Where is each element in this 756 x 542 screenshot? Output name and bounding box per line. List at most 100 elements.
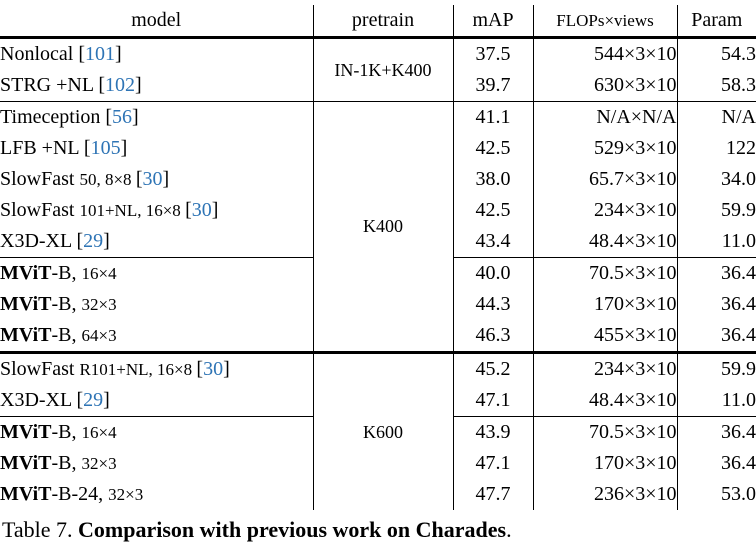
citation-link[interactable]: 30 [191, 199, 212, 221]
table-row: Nonlocal [101] IN-1K+K400 37.5 544×3×10 54.3 [0, 37, 756, 102]
citation-link[interactable]: 29 [83, 389, 104, 411]
model-name-bold: MViT [0, 421, 52, 443]
citation-link[interactable]: 101 [84, 43, 115, 65]
table-row: MViT-B, 16×4 40.0 70.5×3×10 36.4 [0, 257, 756, 289]
model-cell: STRG +NL [102] [0, 70, 313, 102]
citation-bracket-close: ] [103, 389, 110, 411]
model-name: Nonlocal [0, 43, 79, 65]
citation-bracket-close: ] [103, 230, 110, 252]
map-cell: 47.7 [452, 479, 533, 510]
param-cell: 36.4 [676, 416, 756, 448]
model-name: -B, [51, 324, 82, 346]
model-config: 32×3 [81, 454, 117, 473]
model-cell: LFB +NL [105] [0, 133, 313, 164]
citation-link[interactable]: 56 [112, 106, 133, 128]
model-config: 32×3 [108, 485, 144, 504]
table-row: SlowFast R101+NL, 16×8 [30] K600 45.2 234×3… [0, 351, 756, 510]
caption-label: Table 7. [2, 517, 79, 542]
table-row: X3D-XL [29] 47.1 48.4×3×10 11.0 [0, 385, 756, 417]
model-name-bold: MViT [0, 452, 52, 474]
param-cell: 36.4 [676, 448, 756, 479]
model-config: 50, 8×8 [79, 170, 136, 189]
pretrain-cell: K400 [312, 101, 453, 353]
caption-period: . [506, 517, 512, 542]
param-cell: 11.0 [676, 226, 756, 258]
param-cell: N/A [676, 101, 756, 133]
table-body: Nonlocal [101] IN-1K+K400 37.5 544×3×10 54.3… [0, 37, 756, 510]
citation-bracket-close: ] [223, 358, 230, 380]
model-name: X3D-XL [0, 389, 77, 411]
param-cell: 36.4 [676, 257, 756, 289]
model-config: 32×3 [81, 295, 117, 314]
model-cell: Nonlocal [101] [0, 38, 313, 71]
table-row: MViT-B, 16×4 43.9 70.5×3×10 36.4 [0, 416, 756, 448]
caption-title: Comparison with previous work on Charade… [78, 517, 507, 542]
model-cell: SlowFast 101+NL, 16×8 [30] [0, 195, 313, 226]
table-row: SlowFast 50, 8×8 [30] 38.0 65.7×3×10 34.0 [0, 164, 756, 195]
param-cell: 59.9 [676, 195, 756, 226]
flops-cell: 48.4×3×10 [532, 226, 677, 258]
model-config: 101+NL, 16×8 [79, 201, 186, 220]
param-cell: 122 [676, 133, 756, 164]
citation-bracket-open: [ [105, 106, 113, 128]
citation-bracket-close: ] [162, 168, 170, 190]
citation-link[interactable]: 29 [83, 230, 104, 252]
param-cell: 54.3 [676, 37, 756, 70]
model-name: LFB +NL [0, 137, 84, 159]
param-cell: 53.0 [676, 479, 756, 510]
table-row: MViT-B-24, 32×3 47.7 236×3×10 53.0 [0, 479, 756, 510]
citation-link[interactable]: 30 [203, 358, 224, 380]
flops-cell: 234×3×10 [532, 195, 677, 226]
citation-link[interactable]: 102 [105, 74, 135, 96]
param-cell: 36.4 [676, 320, 756, 353]
flops-cell: 630×3×10 [532, 70, 677, 102]
citation-bracket-close: ] [132, 106, 139, 128]
citation-bracket-open: [ [76, 230, 84, 252]
model-cell: MViT-B, 16×4 [0, 257, 313, 289]
model-name: -B, [51, 293, 82, 315]
model-cell: SlowFast R101+NL, 16×8 [30] [0, 351, 313, 385]
citation-bracket-open: [ [196, 358, 204, 380]
map-cell: 46.3 [452, 320, 533, 353]
model-cell: MViT-B, 32×3 [0, 289, 313, 320]
map-cell: 41.1 [452, 101, 533, 133]
model-name-bold: MViT [0, 262, 52, 284]
table-row: MViT-B, 32×3 44.3 170×3×10 36.4 [0, 289, 756, 320]
flops-cell: 65.7×3×10 [532, 164, 677, 195]
column-header-param: Param [676, 5, 756, 39]
model-config: 16×4 [81, 264, 117, 283]
map-cell: 39.7 [452, 70, 533, 102]
param-cell: 11.0 [676, 385, 756, 417]
citation-bracket-open: [ [135, 168, 143, 190]
map-cell: 43.9 [452, 416, 533, 448]
flops-cell: 529×3×10 [532, 133, 677, 164]
model-cell: MViT-B, 64×3 [0, 320, 313, 353]
citation-bracket-close: ] [120, 137, 128, 159]
model-name: X3D-XL [0, 230, 77, 252]
model-config: 64×3 [81, 326, 117, 345]
map-cell: 42.5 [452, 133, 533, 164]
table-row: Timeception [56] K400 41.1 N/A×N/A N/A [0, 101, 756, 353]
flops-cell: 70.5×3×10 [532, 416, 677, 448]
model-name: SlowFast [0, 168, 80, 190]
map-cell: 42.5 [452, 195, 533, 226]
column-header-map: mAP [452, 5, 533, 39]
model-name: -B, [51, 262, 82, 284]
column-header-pretrain: pretrain [312, 5, 453, 39]
flops-cell: 234×3×10 [532, 351, 677, 385]
table-row: SlowFast 101+NL, 16×8 [30] 42.5 234×3×10 59… [0, 195, 756, 226]
model-name: STRG +NL [0, 74, 99, 96]
citation-link[interactable]: 105 [90, 137, 121, 159]
citation-bracket-open: [ [83, 137, 91, 159]
flops-cell: 170×3×10 [532, 289, 677, 320]
table-row: MViT-B, 64×3 46.3 455×3×10 36.4 [0, 320, 756, 353]
model-cell: X3D-XL [29] [0, 385, 313, 417]
citation-bracket-open: [ [76, 389, 84, 411]
model-name-bold: MViT [0, 483, 52, 505]
model-config: 16×4 [81, 423, 117, 442]
citation-bracket-close: ] [114, 43, 122, 65]
table-row: X3D-XL [29] 43.4 48.4×3×10 11.0 [0, 226, 756, 258]
citation-link[interactable]: 30 [142, 168, 163, 190]
flops-cell: 70.5×3×10 [532, 257, 677, 289]
